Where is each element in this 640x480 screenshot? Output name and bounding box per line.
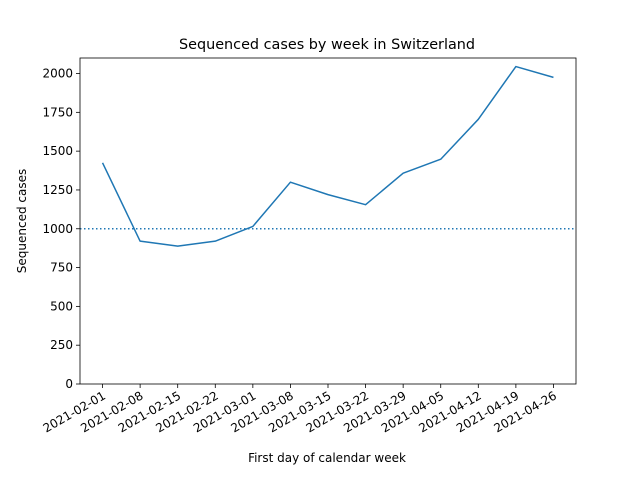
y-tick-label: 500 — [50, 299, 73, 313]
chart-title: Sequenced cases by week in Switzerland — [179, 37, 475, 53]
y-tick-label: 1000 — [42, 222, 73, 236]
y-tick-label: 2000 — [42, 67, 73, 81]
y-tick-label: 1500 — [42, 144, 73, 158]
y-tick-label: 1750 — [42, 105, 73, 119]
y-tick-label: 1250 — [42, 183, 73, 197]
y-axis-label: Sequenced cases — [15, 169, 29, 273]
y-tick-label: 0 — [65, 377, 73, 391]
plot-area: 0250500750100012501500175020002021-02-01… — [41, 57, 577, 435]
plot-frame — [79, 57, 577, 385]
y-tick-label: 250 — [50, 338, 73, 352]
y-tick-label: 750 — [50, 261, 73, 275]
x-axis-label: First day of calendar week — [248, 451, 406, 465]
series-line — [101, 65, 554, 247]
